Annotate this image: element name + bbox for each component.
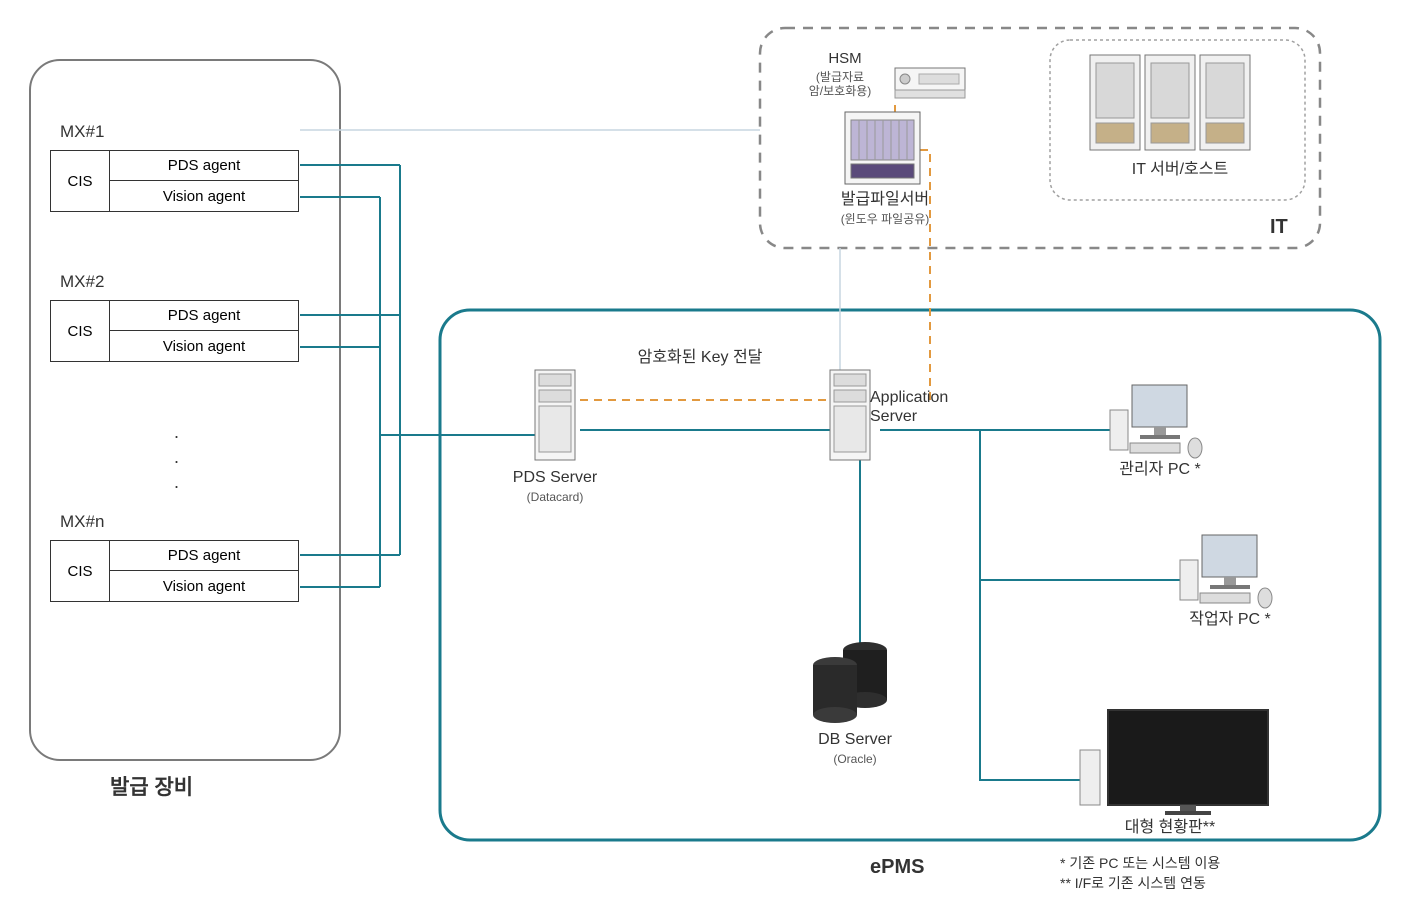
mxn-agent1: PDS agent bbox=[109, 540, 299, 571]
mx1-agent2: Vision agent bbox=[109, 180, 299, 212]
app-server-title: Application Server bbox=[870, 388, 990, 426]
file-server-title: 발급파일서버 bbox=[815, 190, 955, 209]
mxn-agent2: Vision agent bbox=[109, 570, 299, 602]
pds-server-icon bbox=[535, 370, 575, 460]
pds-server-sub: (Datacard) bbox=[515, 490, 595, 504]
mx-ellipsis: ... bbox=[174, 420, 181, 496]
file-server-icon bbox=[845, 112, 920, 184]
it-outer-label: IT bbox=[1270, 215, 1288, 239]
mx2-cis: CIS bbox=[50, 300, 110, 362]
footnote2: ** I/F로 기존 시스템 연동 bbox=[1060, 875, 1380, 892]
worker-pc-title: 작업자 PC * bbox=[1170, 610, 1290, 629]
edge-app-right-bus bbox=[880, 430, 1090, 780]
mx2-title: MX#2 bbox=[60, 272, 104, 292]
mxn-cis: CIS bbox=[50, 540, 110, 602]
it-host-label: IT 서버/호스트 bbox=[1110, 160, 1250, 179]
file-server-sub: (윈도우 파일공유) bbox=[825, 212, 945, 226]
display-board-title: 대형 현황판** bbox=[1100, 818, 1240, 837]
connections-layer bbox=[0, 0, 1404, 900]
it-host-icon bbox=[1090, 55, 1250, 150]
pds-server-title: PDS Server bbox=[505, 468, 605, 487]
epms-title: ePMS bbox=[870, 855, 924, 879]
mx1-title: MX#1 bbox=[60, 122, 104, 142]
worker-pc-icon bbox=[1180, 535, 1272, 608]
db-server-sub: (Oracle) bbox=[815, 752, 895, 766]
db-server-title: DB Server bbox=[805, 730, 905, 749]
app-server-icon bbox=[830, 370, 870, 460]
admin-pc-title: 관리자 PC * bbox=[1100, 460, 1220, 479]
db-server-icon bbox=[813, 642, 887, 723]
footnote1: * 기존 PC 또는 시스템 이용 bbox=[1060, 855, 1380, 872]
display-board-icon bbox=[1080, 710, 1268, 815]
left-group-title: 발급 장비 bbox=[110, 775, 193, 800]
mxn-title: MX#n bbox=[60, 512, 104, 532]
key-transfer-label: 암호화된 Key 전달 bbox=[610, 348, 790, 367]
hsm-sub: (발급자료 암/보호화용) bbox=[790, 70, 890, 99]
mx1-cis: CIS bbox=[50, 150, 110, 212]
mx2-agent1: PDS agent bbox=[109, 300, 299, 331]
mx2-agent2: Vision agent bbox=[109, 330, 299, 362]
hsm-title: HSM bbox=[800, 50, 890, 68]
hsm-icon bbox=[895, 68, 965, 98]
mx1-agent1: PDS agent bbox=[109, 150, 299, 181]
admin-pc-icon bbox=[1110, 385, 1202, 458]
